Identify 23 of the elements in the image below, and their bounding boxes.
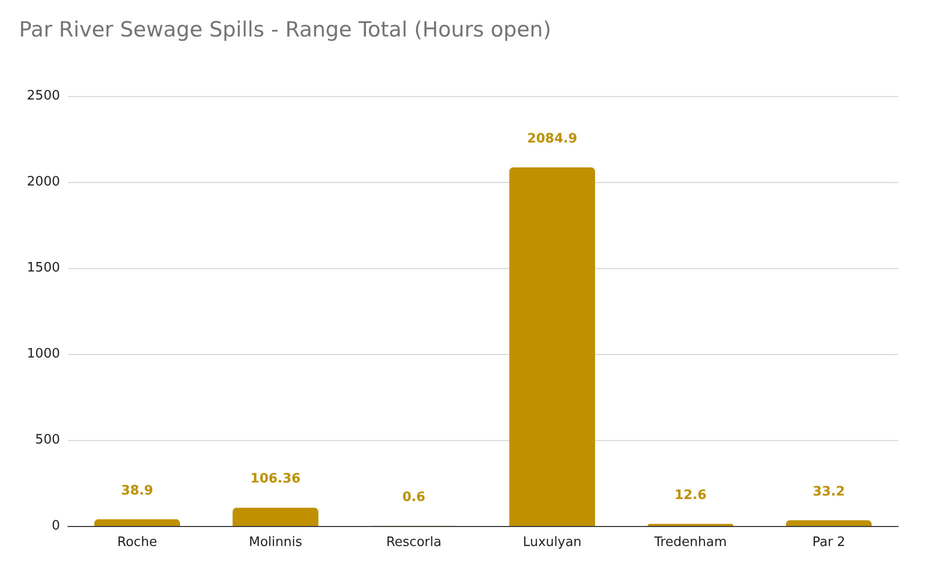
data-label: 0.6 — [402, 490, 426, 505]
x-tick-label: Roche — [117, 535, 158, 550]
y-tick-label: 0 — [52, 518, 60, 534]
bar — [786, 520, 872, 526]
x-tick-label: Rescorla — [386, 535, 442, 550]
bar — [94, 519, 180, 526]
bar — [509, 167, 596, 526]
y-tick-label: 2500 — [26, 88, 60, 104]
data-label: 106.36 — [250, 472, 301, 487]
data-label: 33.2 — [812, 484, 845, 500]
data-label: 12.6 — [674, 488, 707, 503]
y-tick-label: 1000 — [26, 346, 60, 362]
data-label: 38.9 — [121, 483, 154, 498]
x-tick-label: Molinnis — [248, 535, 302, 550]
x-tick-label: Par 2 — [812, 535, 846, 550]
y-tick-label: 1500 — [26, 260, 60, 276]
x-tick-label: Tredenham — [653, 535, 727, 550]
x-tick-label: Luxulyan — [522, 535, 582, 550]
bar — [232, 508, 318, 526]
y-tick-label: 500 — [35, 432, 60, 448]
data-label: 2084.9 — [527, 131, 578, 146]
y-tick-label: 2000 — [26, 174, 60, 190]
chart-title: Par River Sewage Spills - Range Total (Hours open) — [19, 18, 552, 42]
